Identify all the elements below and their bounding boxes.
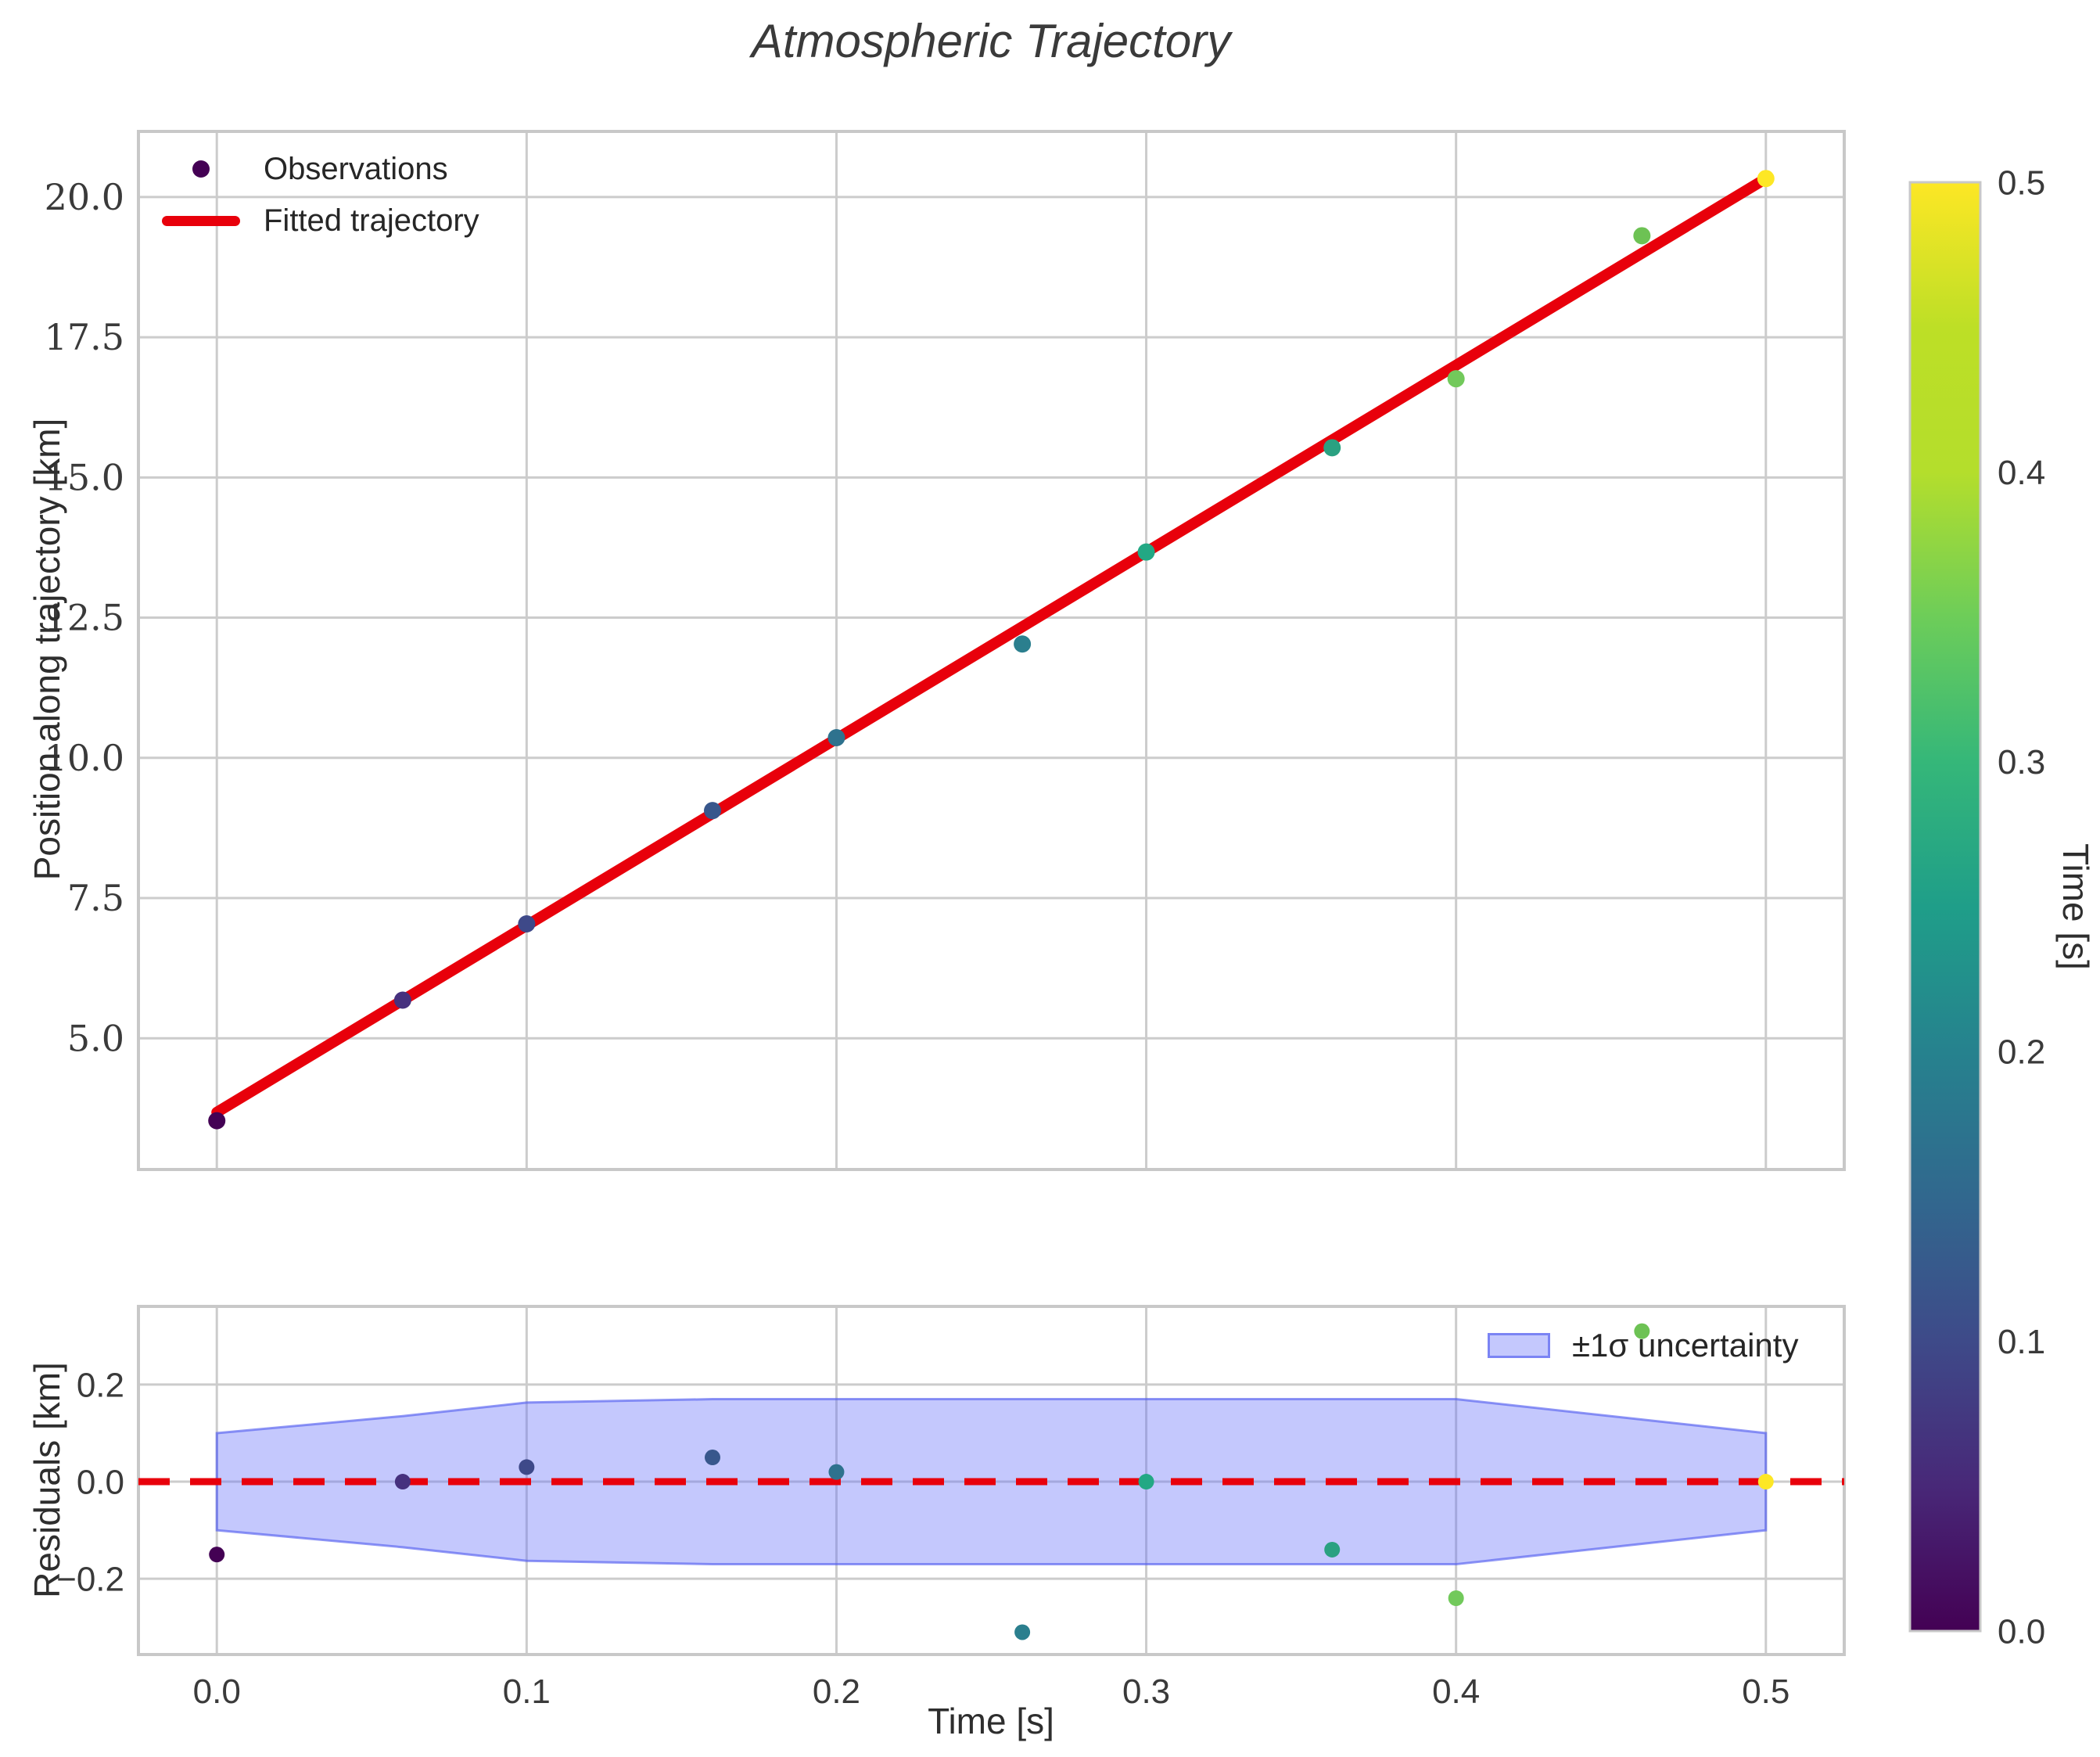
- colorbar-tick-label: 0.2: [1998, 1033, 2045, 1072]
- y-tick-label: 0.2: [77, 1366, 124, 1404]
- residual-point: [1138, 1474, 1154, 1490]
- y-tick-label: 5.0: [67, 1017, 124, 1059]
- observation-point: [1757, 170, 1775, 188]
- x-tick-label: 0.2: [813, 1673, 860, 1711]
- x-axis-label-time: Time [s]: [928, 1701, 1054, 1741]
- residual-point: [1014, 1624, 1031, 1640]
- colorbar-gradient: [1908, 181, 1982, 1633]
- chart-title: Atmospheric Trajectory: [751, 15, 1231, 67]
- y-axis-label-position: Position along trajectory [km]: [27, 418, 67, 881]
- y-tick-label: −0.2: [56, 1561, 124, 1599]
- residual-point: [1634, 1323, 1650, 1339]
- x-tick-label: 0.1: [503, 1673, 551, 1711]
- observation-point: [703, 802, 721, 820]
- x-tick-label: 0.3: [1122, 1673, 1170, 1711]
- observation-point: [1633, 227, 1651, 245]
- residuals-panel: −0.2 0.0 0.2 0.0 0.1 0.2 0.3 0.4 0.5: [56, 1305, 1846, 1711]
- residual-point: [1757, 1474, 1774, 1490]
- axes-spine: [137, 130, 1846, 1171]
- legend-label-observations: Observations: [264, 151, 448, 186]
- observation-point: [208, 1112, 226, 1130]
- y-tick-label: 0.0: [77, 1463, 124, 1501]
- x-tick-label: 0.4: [1432, 1673, 1480, 1711]
- colorbar: 0.0 0.1 0.2 0.3 0.4 0.5: [1908, 163, 2045, 1651]
- residual-point: [209, 1547, 225, 1563]
- legend-label-uncertainty: ±1σ uncertainty: [1572, 1327, 1799, 1364]
- residual-point: [519, 1459, 535, 1475]
- y-tick-label: 15.0: [45, 456, 124, 498]
- legend-residuals: ±1σ uncertainty: [1488, 1325, 1798, 1366]
- residual-point: [394, 1474, 411, 1490]
- residual-point: [1448, 1590, 1464, 1607]
- x-tick-label: 0.5: [1742, 1673, 1789, 1711]
- residual-point: [704, 1450, 720, 1466]
- y-axis-label-residuals: Residuals [km]: [27, 1362, 67, 1598]
- residual-point: [828, 1464, 845, 1480]
- observation-point: [393, 991, 411, 1009]
- legend-entry-fitted: Fitted trajectory: [160, 200, 479, 241]
- colorbar-tick-label: 0.4: [1998, 454, 2045, 492]
- x-tick-label: 0.0: [193, 1673, 241, 1711]
- observation-point: [518, 914, 536, 932]
- y-tick-label: 17.5: [45, 316, 124, 358]
- y-tick-label: 7.5: [67, 877, 124, 919]
- fitted-trajectory-line: [211, 173, 1772, 1118]
- uncertainty-band-icon: [1488, 1333, 1550, 1358]
- observation-point: [1447, 370, 1465, 388]
- observation-point: [1014, 635, 1032, 653]
- observation-point: [1137, 543, 1155, 561]
- observation-point: [1323, 439, 1341, 457]
- trajectory-panel: 5.0 7.5 10.0 12.5 15.0 17.5 20.0: [45, 130, 1846, 1171]
- colorbar-label: Time [s]: [2055, 843, 2096, 970]
- legend-main: Observations Fitted trajectory: [160, 149, 479, 241]
- colorbar-tick-label: 0.0: [1998, 1612, 2045, 1651]
- observation-point: [827, 728, 845, 746]
- colorbar-tick-label: 0.3: [1998, 743, 2045, 781]
- colorbar-tick-label: 0.5: [1998, 163, 2045, 202]
- colorbar-tick-label: 0.1: [1998, 1323, 2045, 1361]
- y-tick-label: 10.0: [45, 737, 124, 779]
- legend-label-fitted: Fitted trajectory: [264, 203, 479, 238]
- y-tick-label: 12.5: [45, 597, 124, 639]
- legend-entry-band: ±1σ uncertainty: [1488, 1325, 1798, 1366]
- y-tick-label: 20.0: [45, 176, 124, 218]
- fitted-line-icon: [162, 215, 240, 226]
- observations-marker-icon: [192, 160, 210, 178]
- legend-entry-observations: Observations: [160, 149, 479, 189]
- residual-point: [1324, 1541, 1341, 1558]
